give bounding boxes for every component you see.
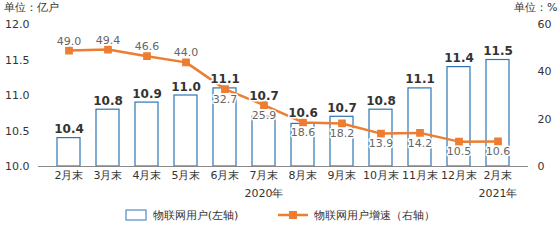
svg-text:25.9: 25.9 <box>252 109 277 122</box>
svg-text:11.4: 11.4 <box>444 51 474 65</box>
svg-text:10.9: 10.9 <box>132 87 162 101</box>
svg-text:10.8: 10.8 <box>366 94 396 108</box>
svg-text:10.7: 10.7 <box>327 101 357 115</box>
svg-text:2月末: 2月末 <box>484 169 513 182</box>
svg-text:7月末: 7月末 <box>250 169 279 182</box>
svg-text:10.5: 10.5 <box>447 145 472 158</box>
svg-text:10月末: 10月末 <box>363 169 399 182</box>
html-text:物联网用户增速（右轴）: 物联网用户增速（右轴） <box>314 208 436 222</box>
svg-text:11.5: 11.5 <box>483 44 513 58</box>
svg-text:49.0: 49.0 <box>57 35 82 48</box>
svg-text:10.6: 10.6 <box>288 106 318 120</box>
svg-text:11.1: 11.1 <box>210 72 240 86</box>
svg-text:44.0: 44.0 <box>174 46 199 59</box>
svg-text:46.6: 46.6 <box>135 40 160 53</box>
svg-text:11.5: 11.5 <box>5 54 30 67</box>
svg-text:8月末: 8月末 <box>289 169 318 182</box>
svg-text:14.2: 14.2 <box>408 137 433 150</box>
svg-text:10.8: 10.8 <box>93 94 123 108</box>
svg-text:2020年: 2020年 <box>245 187 284 200</box>
svg-text:4月末: 4月末 <box>133 169 162 182</box>
svg-text:32.7: 32.7 <box>213 93 238 106</box>
svg-text:0: 0 <box>538 160 545 173</box>
svg-text:49.4: 49.4 <box>96 34 121 47</box>
svg-text:10.6: 10.6 <box>486 145 511 158</box>
svg-text:10.7: 10.7 <box>249 89 279 103</box>
svg-text:11.0: 11.0 <box>5 89 30 102</box>
svg-text:10.0: 10.0 <box>5 160 30 173</box>
svg-text:3月末: 3月末 <box>94 169 123 182</box>
svg-text:40: 40 <box>538 65 552 78</box>
svg-text:2月末: 2月末 <box>55 169 84 182</box>
svg-text:2021年: 2021年 <box>479 187 518 200</box>
svg-text:11月末: 11月末 <box>402 169 438 182</box>
svg-text:12月末: 12月末 <box>441 169 477 182</box>
svg-text:10.5: 10.5 <box>5 125 30 138</box>
svg-text:11.0: 11.0 <box>171 80 201 94</box>
svg-text:18.2: 18.2 <box>330 127 355 140</box>
svg-text:60: 60 <box>538 18 552 31</box>
svg-text:单位：亿户: 单位：亿户 <box>4 1 59 14</box>
svg-text:12.0: 12.0 <box>5 18 30 31</box>
html-text:物联网用户(左轴): 物联网用户(左轴) <box>152 208 239 222</box>
svg-text:20: 20 <box>538 113 552 126</box>
svg-text:13.9: 13.9 <box>369 137 394 150</box>
svg-text:9月末: 9月末 <box>328 169 357 182</box>
svg-text:6月末: 6月末 <box>211 169 240 182</box>
svg-text:单位：%: 单位：% <box>514 1 557 14</box>
svg-text:5月末: 5月末 <box>172 169 201 182</box>
svg-text:18.6: 18.6 <box>291 126 316 139</box>
svg-text:10.4: 10.4 <box>54 122 84 136</box>
svg-text:11.1: 11.1 <box>405 72 435 86</box>
